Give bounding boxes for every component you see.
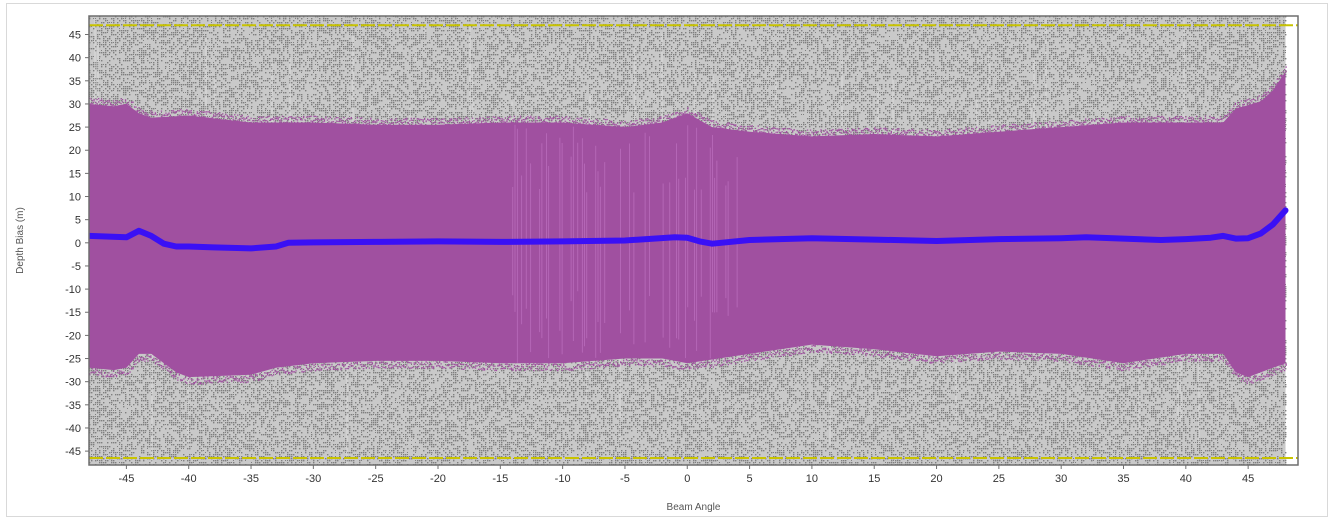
y-tick-label: 5 xyxy=(75,215,81,227)
y-tick-label: 30 xyxy=(69,99,81,111)
depth-bias-scatter-chart: -45 -40 -35 -30 -25 -20 -15 -10 -5 0 5 10 15 20 25 30 35… xyxy=(7,4,1329,518)
y-tick-label: 10 xyxy=(69,192,81,204)
y-tick-label: -10 xyxy=(65,284,81,296)
y-tick-label: -30 xyxy=(65,377,81,389)
x-tick-label: 20 xyxy=(930,473,942,485)
y-tick-label: -5 xyxy=(71,261,81,273)
x-tick-label: -35 xyxy=(243,473,259,485)
y-tick-label: 35 xyxy=(69,76,81,88)
x-tick-label: 0 xyxy=(684,473,690,485)
x-tick-label: -30 xyxy=(305,473,321,485)
x-tick-label: 25 xyxy=(993,473,1005,485)
x-tick-label: -25 xyxy=(368,473,384,485)
y-tick-label: 40 xyxy=(69,53,81,65)
chart-panel: -45 -40 -35 -30 -25 -20 -15 -10 -5 0 5 10 15 20 25 30 35… xyxy=(6,3,1328,517)
x-tick-label: 35 xyxy=(1117,473,1129,485)
x-tick-label: 40 xyxy=(1180,473,1192,485)
x-tick-label: -45 xyxy=(118,473,134,485)
x-tick-label: -40 xyxy=(181,473,197,485)
x-tick-label: -10 xyxy=(555,473,571,485)
y-tick-label: -40 xyxy=(65,423,81,435)
x-tick-label: 45 xyxy=(1242,473,1254,485)
y-tick-label: 0 xyxy=(75,238,81,250)
y-tick-label: -45 xyxy=(65,446,81,458)
y-axis-label: Depth Bias (m) xyxy=(15,207,26,274)
y-tick-label: -35 xyxy=(65,400,81,412)
x-tick-label: 15 xyxy=(868,473,880,485)
x-tick-label: 5 xyxy=(747,473,753,485)
x-tick-label: 30 xyxy=(1055,473,1067,485)
y-tick-label: -15 xyxy=(65,307,81,319)
x-tick-label: -20 xyxy=(430,473,446,485)
y-tick-label: -25 xyxy=(65,354,81,366)
y-tick-label: 45 xyxy=(69,30,81,42)
x-tick-label: -15 xyxy=(492,473,508,485)
x-axis-label: Beam Angle xyxy=(667,502,721,513)
y-tick-label: 25 xyxy=(69,122,81,134)
y-tick-label: 20 xyxy=(69,145,81,157)
y-tick-label: -20 xyxy=(65,330,81,342)
x-tick-label: 10 xyxy=(806,473,818,485)
y-tick-label: 15 xyxy=(69,168,81,180)
x-tick-label: -5 xyxy=(620,473,630,485)
